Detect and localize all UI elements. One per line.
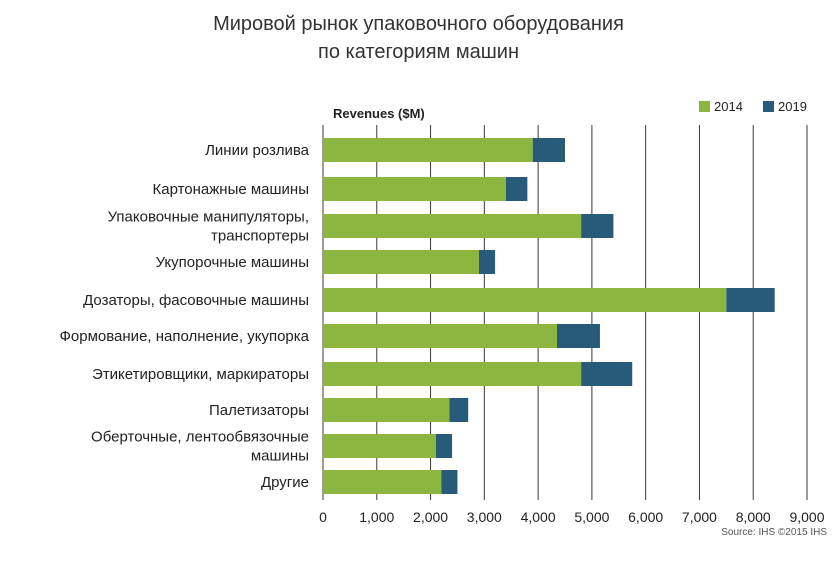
chart-title: Мировой рынок упаковочного оборудования …: [0, 10, 837, 66]
chart-title-line-2: по категориям машин: [318, 41, 519, 63]
x-tick-label-6: 6,000: [628, 509, 663, 525]
bar-2019-4: [726, 288, 775, 312]
category-label-line: Палетизаторы: [209, 402, 309, 419]
category-label-line: Другие: [261, 474, 309, 491]
bar-2019-9: [441, 470, 458, 494]
bar-2014-5: [323, 324, 557, 348]
bar-2019-1: [505, 177, 528, 201]
bar-2014-2: [323, 214, 582, 238]
legend-label-2019: 2019: [778, 99, 807, 114]
category-label-line: Укупорочные машины: [156, 254, 309, 271]
category-label-4: Дозаторы, фасовочные машины: [83, 292, 309, 309]
x-tick-label-7: 7,000: [682, 509, 717, 525]
bar-2014-7: [323, 398, 450, 422]
category-label-2: Упаковочные манипуляторы, транспортеры: [108, 209, 309, 245]
bar-2019-8: [435, 434, 453, 458]
category-label-line: Дозаторы, фасовочные машины: [83, 292, 309, 309]
bar-2014-8: [323, 434, 436, 458]
bar-2019-5: [556, 324, 600, 348]
x-tick-label-8: 8,000: [736, 509, 771, 525]
bar-2014-4: [323, 288, 727, 312]
chart-title-line-1: Мировой рынок упаковочного оборудования: [213, 13, 624, 35]
category-label-line: Картонажные машины: [152, 181, 309, 198]
axis-label-revenues: Revenues ($M): [333, 106, 425, 121]
x-tick-label-9: 9,000: [789, 509, 824, 525]
bar-2019-6: [581, 362, 633, 386]
category-label-8: Оберточные, лентообвязочные машины: [91, 429, 309, 465]
category-label-1: Картонажные машины: [152, 181, 309, 198]
category-label-7: Палетизаторы: [209, 402, 309, 419]
category-label-line: транспортеры: [211, 228, 309, 245]
category-label-line: Линии розлива: [205, 142, 310, 159]
bar-2014-3: [323, 250, 479, 274]
category-label-line: Этикетировщики, маркираторы: [92, 366, 309, 383]
legend-swatch-2019: [763, 101, 774, 112]
bar-2014-9: [323, 470, 442, 494]
x-tick-label-1: 1,000: [359, 509, 394, 525]
category-label-line: Формование, наполнение, укупорка: [60, 328, 310, 345]
x-tick-label-2: 2,000: [413, 509, 448, 525]
x-tick-label-3: 3,000: [467, 509, 502, 525]
source-note: Source: IHS ©2015 IHS: [721, 527, 827, 538]
category-label-0: Линии розлива: [205, 142, 310, 159]
bar-2019-2: [581, 214, 614, 238]
legend-swatch-2014: [699, 101, 710, 112]
bar-2014-0: [323, 138, 533, 162]
category-label-9: Другие: [261, 474, 309, 491]
x-tick-label-5: 5,000: [574, 509, 609, 525]
category-label-line: Оберточные, лентообвязочные: [91, 429, 309, 446]
x-tick-label-0: 0: [319, 509, 327, 525]
category-label-5: Формование, наполнение, укупорка: [60, 328, 310, 345]
category-label-3: Укупорочные машины: [156, 254, 309, 271]
bar-2019-7: [449, 398, 469, 422]
x-tick-label-4: 4,000: [521, 509, 556, 525]
bar-2019-3: [478, 250, 496, 274]
bar-2014-1: [323, 177, 506, 201]
legend-label-2014: 2014: [714, 99, 743, 114]
category-label-line: Упаковочные манипуляторы,: [108, 209, 309, 226]
bar-2014-6: [323, 362, 582, 386]
bar-2019-0: [532, 138, 565, 162]
category-label-6: Этикетировщики, маркираторы: [92, 366, 309, 383]
category-label-line: машины: [251, 448, 309, 465]
